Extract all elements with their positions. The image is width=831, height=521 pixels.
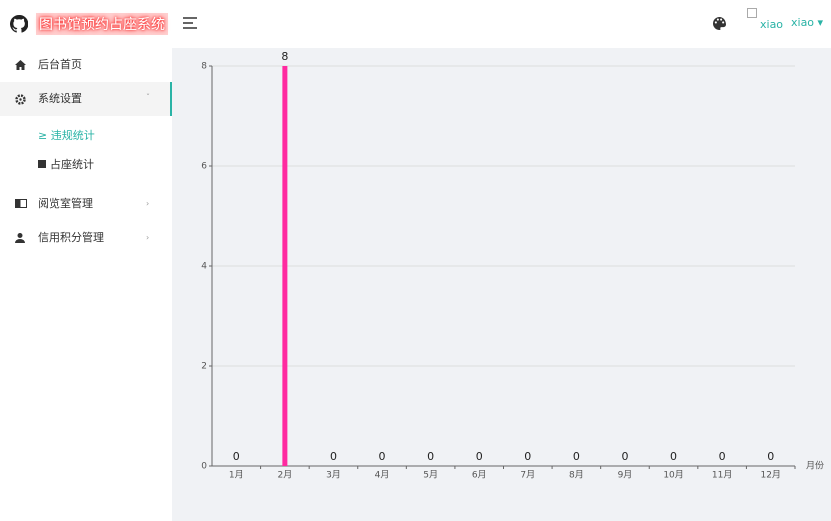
submenu-item-active[interactable]: ≥ 违规统计 — [38, 129, 95, 142]
value-label: 0 — [767, 450, 774, 463]
x-axis-label: 月份 — [806, 460, 824, 472]
x-tick-label: 9月 — [618, 470, 633, 481]
value-label: 0 — [233, 450, 240, 463]
y-tick-label: 2 — [201, 362, 207, 372]
value-label: 0 — [379, 450, 386, 463]
value-label: 0 — [427, 450, 434, 463]
submenu-item[interactable]: 占座统计 — [38, 151, 94, 179]
room-icon — [15, 199, 27, 208]
value-label: 0 — [621, 450, 628, 463]
x-tick-label: 1月 — [229, 470, 244, 481]
settings-icon — [15, 94, 26, 105]
value-label: 8 — [281, 50, 288, 63]
submenu-label[interactable]: 占座统计 — [50, 158, 94, 171]
menu-toggle[interactable] — [183, 17, 197, 29]
menu-item[interactable]: 系统设置 ˇ — [0, 82, 172, 116]
sidebar: 后台首页 系统设置 ˇ ≥ 违规统计 占座统计 阅览室管理 › 信用积分管理 › — [0, 48, 172, 521]
github-icon[interactable] — [10, 15, 28, 33]
x-tick-label: 4月 — [375, 470, 390, 481]
top-bar: 图书馆预约占座系统 xiao xiao ▾ — [0, 0, 831, 48]
menu-label[interactable]: 信用积分管理 — [38, 231, 104, 244]
value-label: 0 — [670, 450, 677, 463]
x-tick-label: 11月 — [712, 470, 732, 481]
user-menu[interactable]: xiao ▾ — [791, 16, 824, 29]
value-label: 0 — [573, 450, 580, 463]
menu-label[interactable]: 阅览室管理 — [38, 197, 93, 210]
home-icon — [15, 60, 26, 70]
theme-icon[interactable] — [713, 17, 726, 30]
value-label: 0 — [524, 450, 531, 463]
menu-item[interactable]: 后台首页 — [0, 48, 172, 82]
x-tick-label: 5月 — [423, 470, 438, 481]
x-tick-label: 8月 — [569, 470, 584, 481]
value-label: 0 — [330, 450, 337, 463]
menu-label[interactable]: 后台首页 — [38, 58, 82, 71]
x-tick-label: 12月 — [760, 470, 780, 481]
x-tick-label: 10月 — [663, 470, 683, 481]
x-tick-label: 7月 — [520, 470, 535, 481]
x-tick-label: 6月 — [472, 470, 487, 481]
bar — [282, 66, 288, 466]
menu-item[interactable]: 阅览室管理 › — [0, 187, 172, 221]
user-icon — [15, 233, 25, 243]
y-tick-label: 8 — [201, 62, 207, 72]
avatar-alt[interactable]: xiao — [760, 18, 784, 31]
x-tick-label: 2月 — [278, 470, 293, 481]
user-name[interactable]: xiao — [791, 16, 815, 29]
y-tick-label: 6 — [201, 162, 207, 172]
y-tick-label: 0 — [201, 462, 207, 472]
seat-icon — [38, 160, 46, 168]
y-tick-label: 4 — [201, 262, 207, 272]
menu-label[interactable]: 系统设置 — [38, 92, 82, 105]
broken-image-icon — [747, 8, 757, 18]
menu-item[interactable]: 信用积分管理 › — [0, 221, 172, 255]
x-tick-label: 3月 — [326, 470, 341, 481]
submenu-label[interactable]: 违规统计 — [50, 129, 95, 142]
value-label: 0 — [476, 450, 483, 463]
value-label: 0 — [719, 450, 726, 463]
app-title: 图书馆预约占座系统 — [36, 13, 168, 35]
